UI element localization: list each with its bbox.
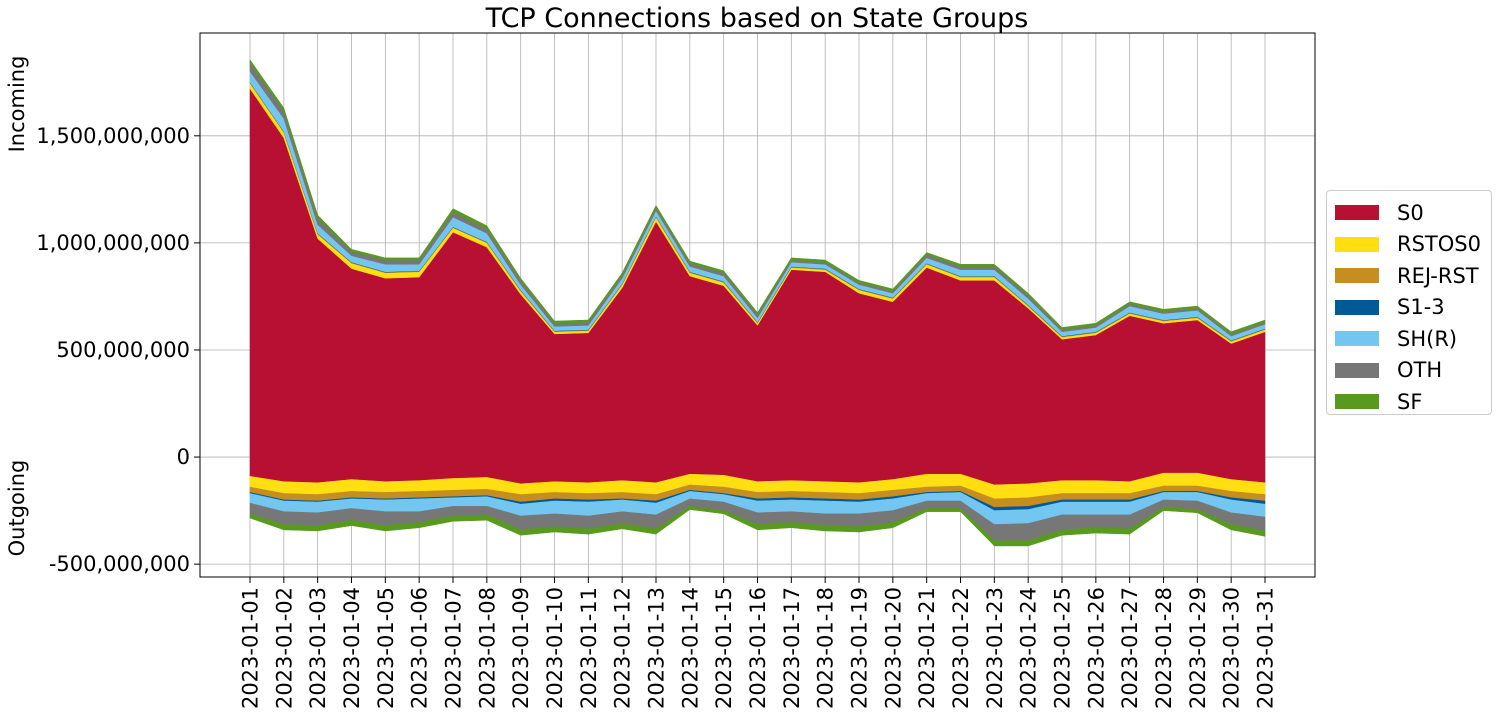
x-tick-label: 2023-01-04 (340, 587, 364, 709)
x-tick-label: 2023-01-02 (272, 587, 296, 709)
x-tick-label: 2023-01-17 (780, 587, 804, 709)
x-tick-label: 2023-01-05 (374, 587, 398, 709)
legend-label: SH(R) (1397, 326, 1458, 351)
x-tick-label: 2023-01-07 (442, 587, 466, 709)
legend-swatch (1335, 394, 1379, 410)
x-tick-label: 2023-01-12 (611, 587, 635, 709)
x-tick-label: 2023-01-24 (1017, 587, 1041, 709)
x-tick-label: 2023-01-29 (1186, 587, 1210, 709)
x-tick-label: 2023-01-03 (306, 587, 330, 709)
x-tick-label: 2023-01-10 (543, 587, 567, 709)
legend-swatch (1335, 205, 1379, 221)
x-tick-label: 2023-01-21 (915, 587, 939, 709)
legend-label: S1-3 (1397, 295, 1445, 320)
x-tick-label: 2023-01-14 (678, 587, 702, 709)
y-tick-label: 500,000,000 (56, 338, 190, 362)
area-incoming-sf (249, 58, 1266, 335)
x-tick-label: 2023-01-26 (1084, 587, 1108, 709)
legend-swatch (1335, 362, 1379, 378)
legend-swatch (1335, 268, 1379, 284)
x-tick-label: 2023-01-16 (746, 587, 770, 709)
x-tick-label: 2023-01-08 (475, 587, 499, 709)
y-tick-label: 0 (177, 445, 190, 469)
legend-swatch (1335, 236, 1379, 252)
x-tick-label: 2023-01-19 (848, 587, 872, 709)
y-tick-label: -500,000,000 (49, 552, 190, 576)
legend-item-oth: OTH (1335, 355, 1483, 387)
y-tick-label: 1,500,000,000 (36, 124, 190, 148)
x-tick-label: 2023-01-18 (814, 587, 838, 709)
chart-title: TCP Connections based on State Groups (485, 3, 1029, 34)
x-tick-label: 2023-01-13 (645, 587, 669, 709)
x-tick-label: 2023-01-22 (949, 587, 973, 709)
legend-label: OTH (1397, 358, 1443, 383)
y-axis-ticks: -500,000,000 0 500,000,000 1,000,000,000 1,5… (36, 124, 200, 576)
y-tick-label: 1,000,000,000 (36, 231, 190, 255)
legend-item-s0: S0 (1335, 197, 1483, 229)
x-tick-label: 2023-01-25 (1051, 587, 1075, 709)
x-tick-label: 2023-01-09 (509, 587, 533, 709)
x-tick-label: 2023-01-11 (577, 587, 601, 709)
legend-label: S0 (1397, 200, 1424, 225)
legend-item-rej-rst: REJ-RST (1335, 260, 1483, 292)
x-tick-label: 2023-01-06 (408, 587, 432, 709)
legend-label: RSTOS0 (1397, 232, 1481, 257)
area-series-layer (249, 58, 1266, 547)
x-tick-label: 2023-01-27 (1118, 587, 1142, 709)
area-outgoing-s0 (249, 456, 1266, 486)
legend-swatch (1335, 299, 1379, 315)
x-tick-label: 2023-01-31 (1254, 587, 1278, 709)
x-tick-label: 2023-01-30 (1220, 587, 1244, 709)
legend-swatch (1335, 331, 1379, 347)
chart-legend: S0 RSTOS0 REJ-RST S1-3 SH(R) OTH SF (1326, 190, 1492, 415)
x-tick-label: 2023-01-20 (881, 587, 905, 709)
legend-item-sf: SF (1335, 386, 1483, 418)
legend-item-s1-3: S1-3 (1335, 292, 1483, 324)
area-outgoing-sf (249, 506, 1266, 547)
legend-item-rstos0: RSTOS0 (1335, 229, 1483, 261)
x-tick-label: 2023-01-15 (712, 587, 736, 709)
legend-label: SF (1397, 389, 1423, 414)
legend-label: REJ-RST (1397, 263, 1479, 288)
y-axis-label-outgoing: Outgoing (5, 460, 29, 557)
legend-item-shr: SH(R) (1335, 323, 1483, 355)
x-tick-label: 2023-01-23 (983, 587, 1007, 709)
x-axis-ticks: 2023-01-01 2023-01-02 2023-01-03 2023-01-04… (239, 577, 1278, 709)
x-tick-label: 2023-01-28 (1152, 587, 1176, 709)
x-tick-label: 2023-01-01 (239, 587, 263, 709)
y-axis-label-incoming: Incoming (5, 56, 29, 153)
